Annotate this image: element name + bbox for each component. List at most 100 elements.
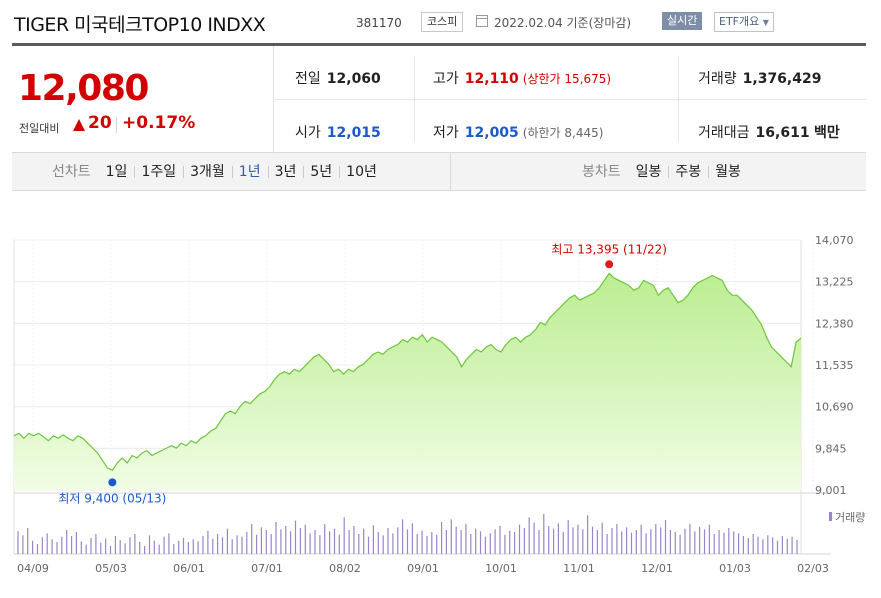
volume-bar: [168, 533, 170, 554]
volume-bar: [660, 527, 662, 554]
volume-bar: [762, 539, 764, 554]
volume-bar: [533, 522, 535, 554]
volume-bar: [504, 534, 506, 554]
volume-bar: [781, 536, 783, 554]
volume-bar: [348, 530, 350, 554]
volume-bar: [241, 536, 243, 554]
page-title: TIGER 미국테크TOP10 INDXX: [14, 14, 266, 36]
volume-bar: [66, 530, 68, 554]
change-percent: +0.17%: [122, 113, 196, 133]
volume-bar: [333, 528, 336, 554]
volume-bar: [90, 538, 92, 554]
volume-bar: [236, 535, 238, 554]
volume-bar: [484, 536, 486, 554]
row-divider: [274, 99, 866, 100]
volume-bar: [470, 534, 472, 554]
volume-bar: [163, 536, 165, 554]
volume-bar: [139, 542, 141, 554]
volume-bar: [411, 523, 413, 554]
volume-bar: [294, 520, 297, 554]
tab-line-6[interactable]: 10년: [339, 153, 384, 191]
tab-line-0[interactable]: 1일: [105, 164, 128, 180]
volume-bar: [85, 544, 87, 554]
volume-bar: [382, 535, 384, 554]
candle-chart-label: 봉차트: [582, 164, 621, 180]
volume-bar: [567, 520, 569, 554]
volume-bar: [528, 517, 530, 554]
chevron-down-icon: ▼: [762, 18, 769, 27]
volume-bar: [786, 538, 788, 554]
volume-bar: [416, 534, 418, 554]
volume-bar: [61, 536, 63, 554]
volume-bar: [684, 528, 686, 554]
change-value: 20: [88, 113, 112, 133]
volume-bar: [80, 541, 82, 554]
volume-bar: [645, 533, 647, 554]
tab-line-4[interactable]: 3년: [267, 153, 304, 191]
volume-bar: [650, 529, 652, 554]
tab-candle-1[interactable]: 주봉: [668, 153, 708, 191]
volume-bar: [299, 528, 301, 554]
tab-line-3[interactable]: 1년: [231, 153, 268, 191]
etf-overview-label: ETF개요: [719, 15, 760, 28]
volume-bar: [518, 524, 521, 554]
tab-line-2[interactable]: 3개월: [183, 153, 232, 191]
volume-bar: [265, 530, 267, 554]
volume-bar: [56, 542, 58, 554]
volume-bar: [694, 531, 696, 554]
volume-bar: [22, 535, 24, 554]
low-cell: 저가 12,005 (하한가 8,445): [433, 122, 603, 142]
price-area: [14, 273, 801, 490]
volume-bar: [441, 522, 443, 554]
volume-bar: [158, 544, 160, 554]
volume-bar: [747, 538, 749, 554]
volume-label: 거래량: [698, 71, 737, 87]
y-tick-label: 9,845: [815, 442, 847, 455]
volume-bar: [669, 530, 671, 554]
volume-bar: [406, 529, 409, 554]
volume-bar: [358, 534, 360, 554]
volume-bar: [304, 524, 306, 554]
realtime-button[interactable]: 실시간: [662, 12, 703, 30]
volume-bar: [397, 527, 399, 554]
volume-bar: [514, 532, 516, 554]
turnover-cell: 거래대금 16,611 백만: [698, 122, 840, 142]
volume-bar: [217, 534, 219, 554]
volume-bar: [723, 532, 725, 554]
candle-chart-tabs: 봉차트 일봉 주봉 월봉: [582, 153, 748, 191]
volume-bar: [109, 546, 112, 554]
date-text: 2022.02.04 기준(장마감): [494, 16, 632, 30]
volume-bar: [256, 534, 258, 554]
volume-bar: [231, 539, 233, 554]
col-divider: [414, 56, 415, 142]
volume-bar: [197, 541, 199, 554]
y-tick-label: 11,535: [815, 359, 854, 372]
volume-bar: [105, 538, 107, 554]
volume-bar: [674, 532, 676, 554]
volume-bar: [153, 540, 155, 554]
volume-bar: [450, 519, 452, 554]
current-price: 12,080: [18, 68, 149, 109]
calendar-icon: [476, 15, 488, 27]
volume-bar: [75, 532, 77, 554]
volume-value: 1,376,429: [742, 71, 822, 87]
tab-candle-0[interactable]: 일봉: [635, 164, 662, 180]
volume-bar: [557, 523, 559, 554]
etf-overview-button[interactable]: ETF개요 ▼: [714, 12, 774, 32]
price-line: [13, 272, 802, 472]
volume-bar: [372, 525, 374, 554]
volume-bar: [46, 533, 48, 554]
volume-bar: [689, 524, 691, 554]
tab-line-5[interactable]: 5년: [303, 153, 339, 191]
volume-bar: [367, 536, 370, 554]
volume-bar: [630, 532, 633, 554]
tab-candle-2[interactable]: 월봉: [708, 153, 748, 191]
open-cell: 시가 12,015: [295, 122, 381, 142]
volume-bar: [703, 529, 706, 554]
volume-bar: [343, 517, 345, 554]
volume-bar: [124, 543, 126, 554]
volume-bar: [757, 536, 759, 554]
x-tick-label: 10/01: [485, 562, 517, 575]
volume-bar: [431, 532, 433, 554]
tab-line-1[interactable]: 1주일: [134, 153, 183, 191]
